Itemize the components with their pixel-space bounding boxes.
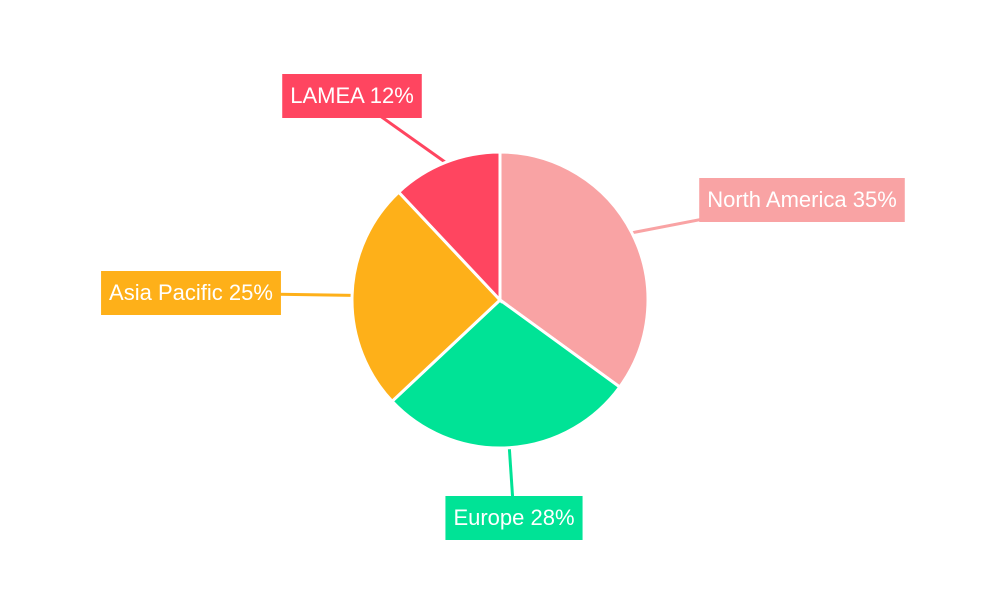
label-box — [445, 496, 583, 540]
label-category: Asia Pacific — [109, 280, 223, 305]
label-category: LAMEA — [290, 83, 365, 108]
data-label: Asia Pacific 25% — [101, 271, 281, 315]
data-label: Europe 28% — [445, 496, 583, 540]
label-box — [101, 271, 281, 315]
label-value: 28% — [531, 505, 575, 530]
label-box — [282, 74, 422, 118]
data-label: LAMEA 12% — [282, 74, 422, 118]
label-value: 35% — [853, 187, 897, 212]
label-text: LAMEA 12% — [290, 83, 414, 108]
label-value: 25% — [229, 280, 273, 305]
label-box — [699, 178, 905, 222]
pie-slice — [396, 150, 502, 304]
label-category: North America — [707, 187, 847, 212]
label-text: Asia Pacific 25% — [109, 280, 273, 305]
data-label: North America 35% — [699, 178, 905, 222]
label-value: 12% — [370, 83, 414, 108]
label-category: Europe — [453, 505, 524, 530]
pie-slice — [350, 189, 503, 404]
label-text: Europe 28% — [453, 505, 574, 530]
label-text: North America 35% — [707, 187, 897, 212]
pie-slice — [498, 150, 650, 390]
pie-slice — [389, 298, 622, 450]
